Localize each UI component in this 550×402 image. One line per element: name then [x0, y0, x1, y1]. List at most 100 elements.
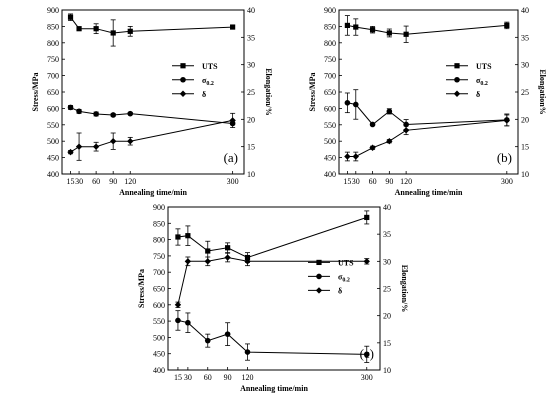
x-tick-label: 60: [369, 177, 377, 186]
y2-tick-label: 25: [247, 88, 255, 97]
marker-square: [93, 26, 99, 32]
marker-diamond: [244, 258, 251, 265]
y2-axis-label: Elongation/%: [400, 265, 409, 313]
legend-item: σ0.2: [172, 76, 214, 87]
legend-item: σ0.2: [446, 76, 488, 87]
legend-label: σ0.2: [202, 76, 214, 87]
y2-tick-label: 15: [383, 339, 391, 348]
y2-tick-label: 35: [247, 33, 255, 42]
marker-circle: [369, 121, 376, 128]
marker-square: [369, 27, 376, 33]
y-tick-label: 650: [47, 88, 59, 97]
series-2: [344, 89, 510, 130]
y-tick-label: 700: [153, 268, 165, 277]
legend-item: UTS: [308, 258, 354, 267]
y-axis-label: Stress/MPa: [137, 269, 146, 308]
y2-tick-label: 40: [383, 203, 391, 212]
legend-item: UTS: [446, 62, 492, 71]
marker-diamond: [204, 258, 211, 265]
y2-tick-label: 35: [521, 33, 529, 42]
y2-axis-label: Elongation%: [538, 69, 547, 114]
y-tick-label: 400: [47, 170, 59, 179]
legend-label: UTS: [202, 62, 218, 71]
marker-square: [386, 30, 392, 36]
x-tick-label: 300: [501, 177, 513, 186]
marker-diamond: [127, 138, 134, 145]
plot-frame: [167, 206, 381, 371]
marker-circle: [224, 331, 231, 337]
y-tick-label: 650: [324, 88, 336, 97]
marker-diamond: [229, 117, 236, 124]
y-tick-label: 550: [47, 121, 59, 130]
series-3: [344, 114, 511, 162]
x-tick-label: 120: [124, 177, 136, 186]
y2-tick-label: 20: [521, 115, 529, 124]
marker-diamond: [67, 148, 74, 156]
series-line: [347, 102, 507, 126]
marker-circle: [175, 317, 181, 324]
y-tick-label: 750: [324, 55, 336, 64]
series-2: [67, 104, 236, 127]
legend-label: σ0.2: [476, 76, 488, 87]
y2-tick-label: 10: [383, 366, 391, 375]
y-tick-label: 800: [47, 39, 59, 48]
x-tick-label: 15: [343, 177, 351, 186]
marker-diamond: [352, 153, 359, 160]
marker-circle: [127, 110, 134, 117]
series-1: [344, 15, 510, 43]
marker-square: [504, 22, 510, 29]
y-tick-label: 600: [47, 104, 59, 113]
marker-diamond: [503, 117, 511, 124]
marker-diamond: [369, 144, 376, 151]
x-tick-label: 120: [400, 177, 412, 186]
y-tick-label: 600: [153, 301, 165, 310]
marker-diamond: [179, 90, 187, 97]
marker-diamond: [344, 153, 351, 160]
marker-circle: [67, 104, 74, 111]
marker-circle: [352, 101, 359, 108]
legend-label: UTS: [476, 62, 492, 71]
marker-square: [127, 28, 133, 34]
y-tick-label: 650: [153, 285, 165, 294]
legend-label: σ0.2: [338, 272, 350, 283]
y-tick-label: 600: [324, 104, 336, 113]
panel-label: (a): [224, 150, 238, 165]
chart-panel-2: 400 450 500 550 600 650 700 750 800 850 900 10 15 20 2…: [308, 6, 547, 197]
y2-tick-label: 15: [521, 143, 529, 152]
plot-frame: [338, 9, 519, 175]
y2-tick-label: 15: [247, 143, 255, 152]
marker-diamond: [315, 287, 323, 294]
x-tick-label: 90: [224, 373, 232, 382]
plot-frame: [61, 9, 245, 175]
y-tick-label: 700: [47, 72, 59, 81]
y2-tick-label: 35: [383, 230, 391, 239]
y2-tick-label: 25: [383, 285, 391, 294]
marker-square: [175, 234, 181, 240]
y-tick-label: 550: [153, 317, 165, 326]
marker-circle: [76, 108, 82, 115]
marker-circle: [386, 108, 393, 115]
y-tick-label: 850: [47, 22, 59, 31]
y2-tick-label: 25: [521, 88, 529, 97]
marker-diamond: [75, 143, 83, 150]
marker-circle: [363, 351, 370, 358]
x-tick-label: 300: [227, 177, 239, 186]
marker-square: [67, 14, 74, 20]
x-tick-label: 90: [385, 177, 393, 186]
y-tick-label: 850: [324, 22, 336, 31]
y-tick-label: 750: [47, 55, 59, 64]
chart-panel-3: 400 450 500 550 600 650 700 750 800 850 900 10 15 20 2…: [137, 203, 409, 393]
marker-circle: [180, 76, 186, 83]
series-1: [175, 210, 370, 263]
marker-circle: [244, 349, 251, 355]
marker-square: [364, 214, 370, 221]
series-3: [67, 112, 236, 161]
marker-square: [110, 30, 116, 36]
legend-label: UTS: [338, 258, 354, 267]
panel-label: (b): [497, 150, 512, 165]
y2-tick-label: 20: [247, 115, 255, 124]
y2-tick-label: 40: [247, 6, 255, 15]
y-tick-label: 850: [153, 219, 165, 228]
x-tick-label: 60: [92, 177, 100, 186]
